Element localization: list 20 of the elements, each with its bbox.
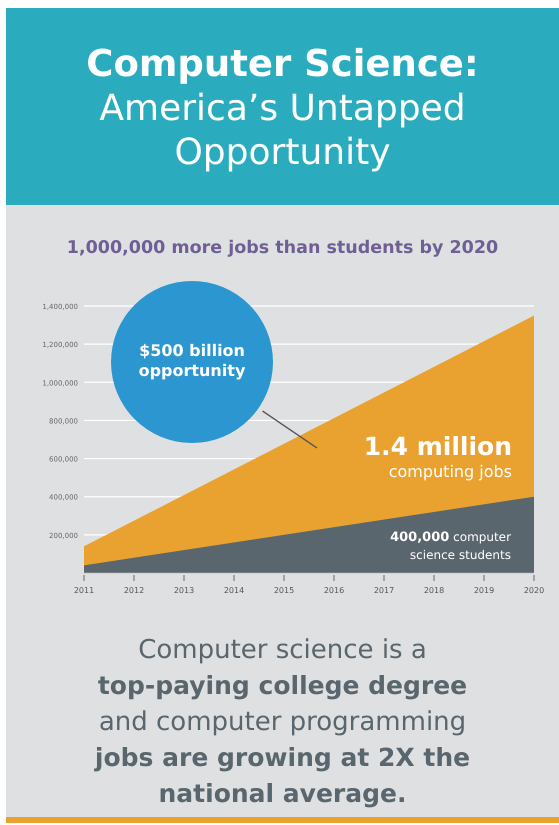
annotation: 1.4 million computing jobs	[364, 432, 512, 481]
annotation: 400,000 computer science students	[390, 530, 512, 562]
x-tick-label: 2014	[224, 586, 244, 595]
text: top-paying college degree	[98, 671, 468, 700]
x-tick-label: 2013	[174, 586, 194, 595]
x-tick-label: 2016	[324, 586, 344, 595]
text: national average.	[158, 779, 406, 808]
annotation: $500 billion opportunity	[138, 341, 246, 380]
chart-title: Computer Science: America’s Untapped Opportunity	[86, 42, 479, 173]
text: and computer programming	[98, 707, 466, 737]
x-tick-label: 2019	[474, 586, 494, 595]
x-tick-label: 2012	[124, 586, 144, 595]
x-tick-label: 2011	[74, 586, 94, 595]
x-tick-label: 2017	[374, 586, 394, 595]
x-tick-label: 2020	[524, 586, 544, 595]
text: jobs are growing at 2X the	[94, 743, 470, 772]
x-tick-label: 2018	[424, 586, 444, 595]
text: Computer science is a	[138, 635, 427, 665]
chart-subtitle: 1,000,000 more jobs than students by 2020	[66, 238, 498, 258]
x-tick-label: 2015	[274, 586, 294, 595]
